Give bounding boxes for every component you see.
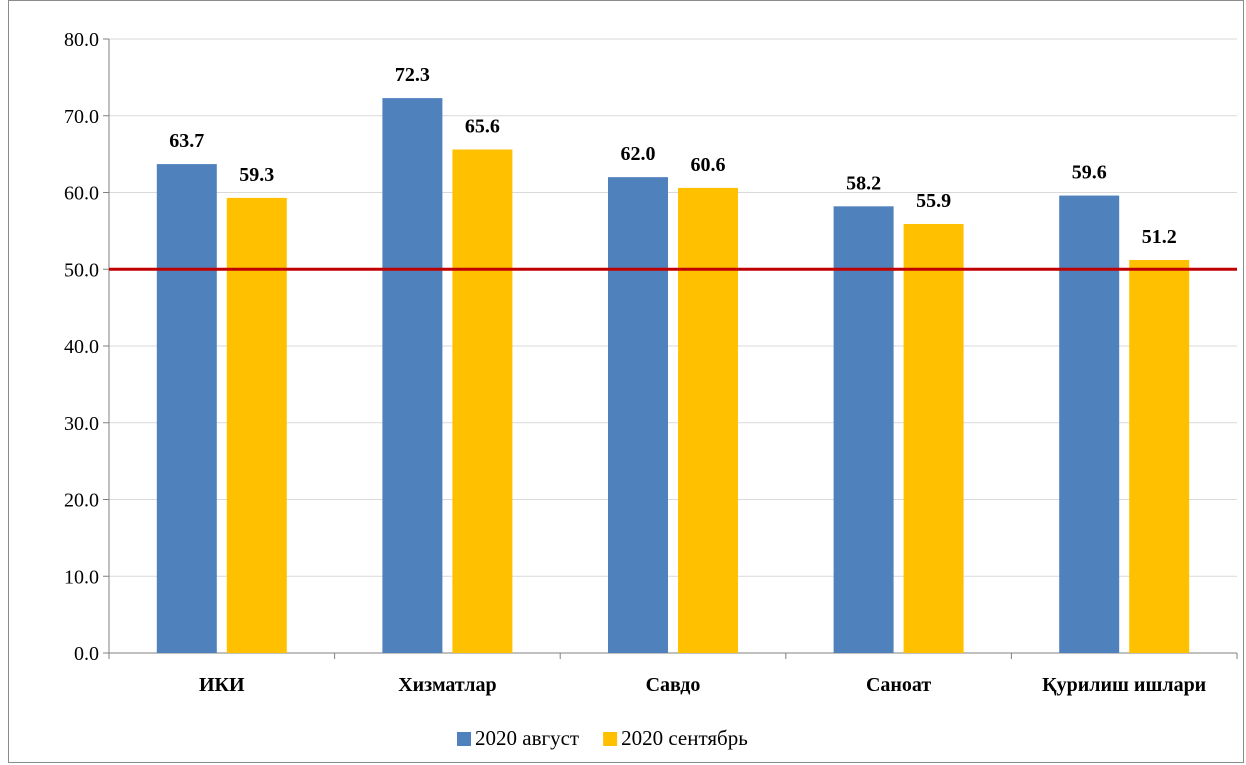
bar-value-label: 60.6: [691, 154, 726, 176]
legend-label: 2020 август: [475, 726, 579, 750]
bar: [833, 206, 894, 653]
data-labels: 63.7 72.3 62.0 58.2 59.6 59.3 65.6 60.6 55.9 51.2: [169, 64, 1176, 248]
bar-value-label: 59.6: [1072, 162, 1107, 184]
x-category-label: Хизматлар: [398, 674, 496, 696]
x-category-label: Қурилиш ишлари: [1042, 674, 1206, 696]
y-tick-label: 60.0: [64, 183, 99, 205]
bar-value-label: 59.3: [239, 164, 274, 186]
y-tick-label: 50.0: [64, 259, 99, 281]
x-category-label: ИКИ: [199, 674, 245, 696]
bar: [903, 223, 964, 653]
bar: [608, 177, 668, 653]
bar-value-label: 65.6: [465, 116, 500, 138]
legend: 2020 август 2020 сентябрь: [457, 726, 748, 750]
x-category-label: Савдо: [646, 674, 701, 696]
bar-value-label: 62.0: [621, 143, 656, 165]
axes: 0.0 10.0 20.0 30.0 40.0 50.0 60.0 70.0 80.0 ИКИ Хи…: [64, 29, 1238, 696]
y-tick-label: 0.0: [74, 643, 99, 665]
y-tick-label: 40.0: [64, 336, 99, 358]
bar: [156, 164, 217, 654]
bar-value-label: 55.9: [916, 190, 951, 212]
legend-swatch: [603, 732, 618, 746]
bar-chart: 0.0 10.0 20.0 30.0 40.0 50.0 60.0 70.0 80.0 ИКИ Хи…: [64, 29, 1238, 750]
bar: [1059, 195, 1120, 653]
bar-value-label: 58.2: [846, 172, 881, 194]
bar: [1129, 260, 1190, 653]
bar-value-label: 72.3: [395, 64, 430, 86]
bars: [156, 98, 1190, 654]
y-tick-label: 80.0: [64, 29, 99, 51]
y-tick-label: 20.0: [64, 490, 99, 512]
bar-value-label: 51.2: [1142, 226, 1177, 248]
y-tick-label: 70.0: [64, 106, 99, 128]
bar: [226, 197, 287, 653]
y-tick-label: 30.0: [64, 413, 99, 435]
bar: [382, 98, 443, 653]
chart-frame: 0.0 10.0 20.0 30.0 40.0 50.0 60.0 70.0 80.0 ИКИ Хи…: [8, 0, 1244, 763]
bar-value-label: 63.7: [169, 130, 204, 152]
x-category-label: Саноат: [866, 674, 931, 696]
legend-label: 2020 сентябрь: [621, 726, 748, 750]
bar: [678, 187, 738, 653]
legend-swatch: [457, 732, 471, 746]
bar: [452, 149, 513, 653]
y-tick-label: 10.0: [64, 566, 99, 588]
